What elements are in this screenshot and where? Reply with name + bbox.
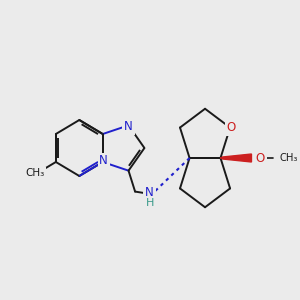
Text: O: O [256, 152, 265, 164]
Text: O: O [226, 121, 236, 134]
Text: N: N [124, 120, 133, 133]
Text: CH₃: CH₃ [25, 169, 44, 178]
Text: H: H [146, 198, 154, 208]
Text: N: N [145, 186, 154, 199]
Text: N: N [99, 154, 108, 167]
Text: CH₃: CH₃ [280, 153, 298, 163]
Polygon shape [222, 154, 251, 162]
